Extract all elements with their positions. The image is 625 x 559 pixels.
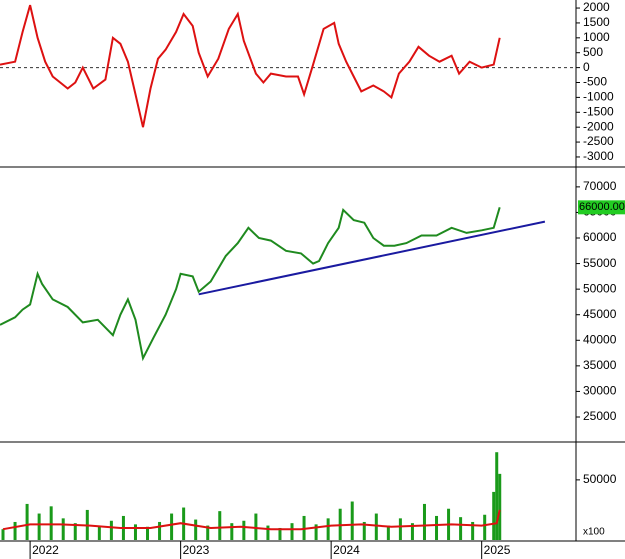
volume-bar — [326, 518, 330, 540]
y-tick-label: -500 — [583, 75, 607, 89]
y-tick-label: 50000 — [583, 281, 617, 295]
volume-bar — [278, 527, 282, 540]
y-tick-label: 45000 — [583, 307, 617, 321]
line-series — [198, 220, 546, 296]
y-tick-label: 50000 — [583, 472, 617, 486]
y-tick-label: 25000 — [583, 409, 617, 423]
volume-bar — [73, 523, 77, 540]
x-tick-label: 2024 — [333, 543, 360, 557]
volume-bar — [495, 452, 499, 540]
last-price-box — [578, 200, 625, 215]
volume-bar — [483, 514, 487, 540]
y-tick-label: 55000 — [583, 256, 617, 270]
volume-bar — [194, 519, 198, 540]
volume-bar — [146, 526, 150, 540]
volume-bar — [61, 518, 65, 540]
volume-bar — [471, 521, 475, 540]
volume-bar — [410, 523, 414, 540]
volume-bar — [49, 506, 53, 540]
volume-bar — [492, 491, 496, 540]
last-price-label: 66000.00 — [579, 201, 625, 213]
volume-bar — [422, 503, 426, 540]
y-tick-label: 30000 — [583, 384, 617, 398]
line-series — [0, 207, 501, 362]
volume-bar — [1, 529, 5, 540]
volume-bar — [314, 524, 318, 540]
line-series — [2, 509, 501, 531]
y-tick-label: -3000 — [583, 149, 614, 163]
volume-bar — [133, 524, 137, 540]
y-tick-label: 1000 — [583, 30, 610, 44]
y-tick-label: 70000 — [583, 179, 617, 193]
volume-bar — [230, 523, 234, 540]
volume-bar — [242, 520, 246, 540]
y-tick-label: 0 — [583, 60, 590, 74]
volume-bar — [459, 517, 463, 540]
y-tick-label: -2500 — [583, 134, 614, 148]
volume-bar — [170, 513, 174, 540]
y-tick-label: 500 — [583, 45, 603, 59]
y-tick-label: 40000 — [583, 332, 617, 346]
volume-bar — [435, 515, 439, 540]
volume-bar — [158, 521, 162, 540]
y-tick-label: -1500 — [583, 104, 614, 118]
volume-bar — [362, 521, 366, 540]
line-series — [0, 4, 501, 128]
x-tick-label: 2023 — [183, 543, 210, 557]
x-tick-label: 2022 — [32, 543, 59, 557]
volume-bar — [37, 513, 41, 540]
volume-bar — [97, 525, 101, 540]
y-tick-label: -1000 — [583, 90, 614, 104]
volume-bar — [25, 503, 29, 540]
unit-label: x100 — [583, 527, 605, 538]
volume-bar — [254, 513, 258, 540]
volume-bar — [374, 513, 378, 540]
volume-bar — [350, 501, 354, 540]
y-tick-label: 1500 — [583, 15, 610, 29]
volume-bar — [498, 473, 502, 540]
y-tick-label: 35000 — [583, 358, 617, 372]
volume-bar — [398, 518, 402, 540]
volume-bar — [109, 520, 113, 540]
y-tick-label: 60000 — [583, 230, 617, 244]
x-tick-label: 2025 — [484, 543, 511, 557]
volume-bar — [206, 525, 210, 540]
y-tick-label: -2000 — [583, 119, 614, 133]
volume-bar — [218, 511, 222, 540]
y-tick-label: 2000 — [583, 0, 610, 14]
volume-bar — [13, 521, 17, 540]
volume-bar — [266, 525, 270, 540]
volume-bar — [386, 525, 390, 540]
volume-bar — [290, 523, 294, 540]
